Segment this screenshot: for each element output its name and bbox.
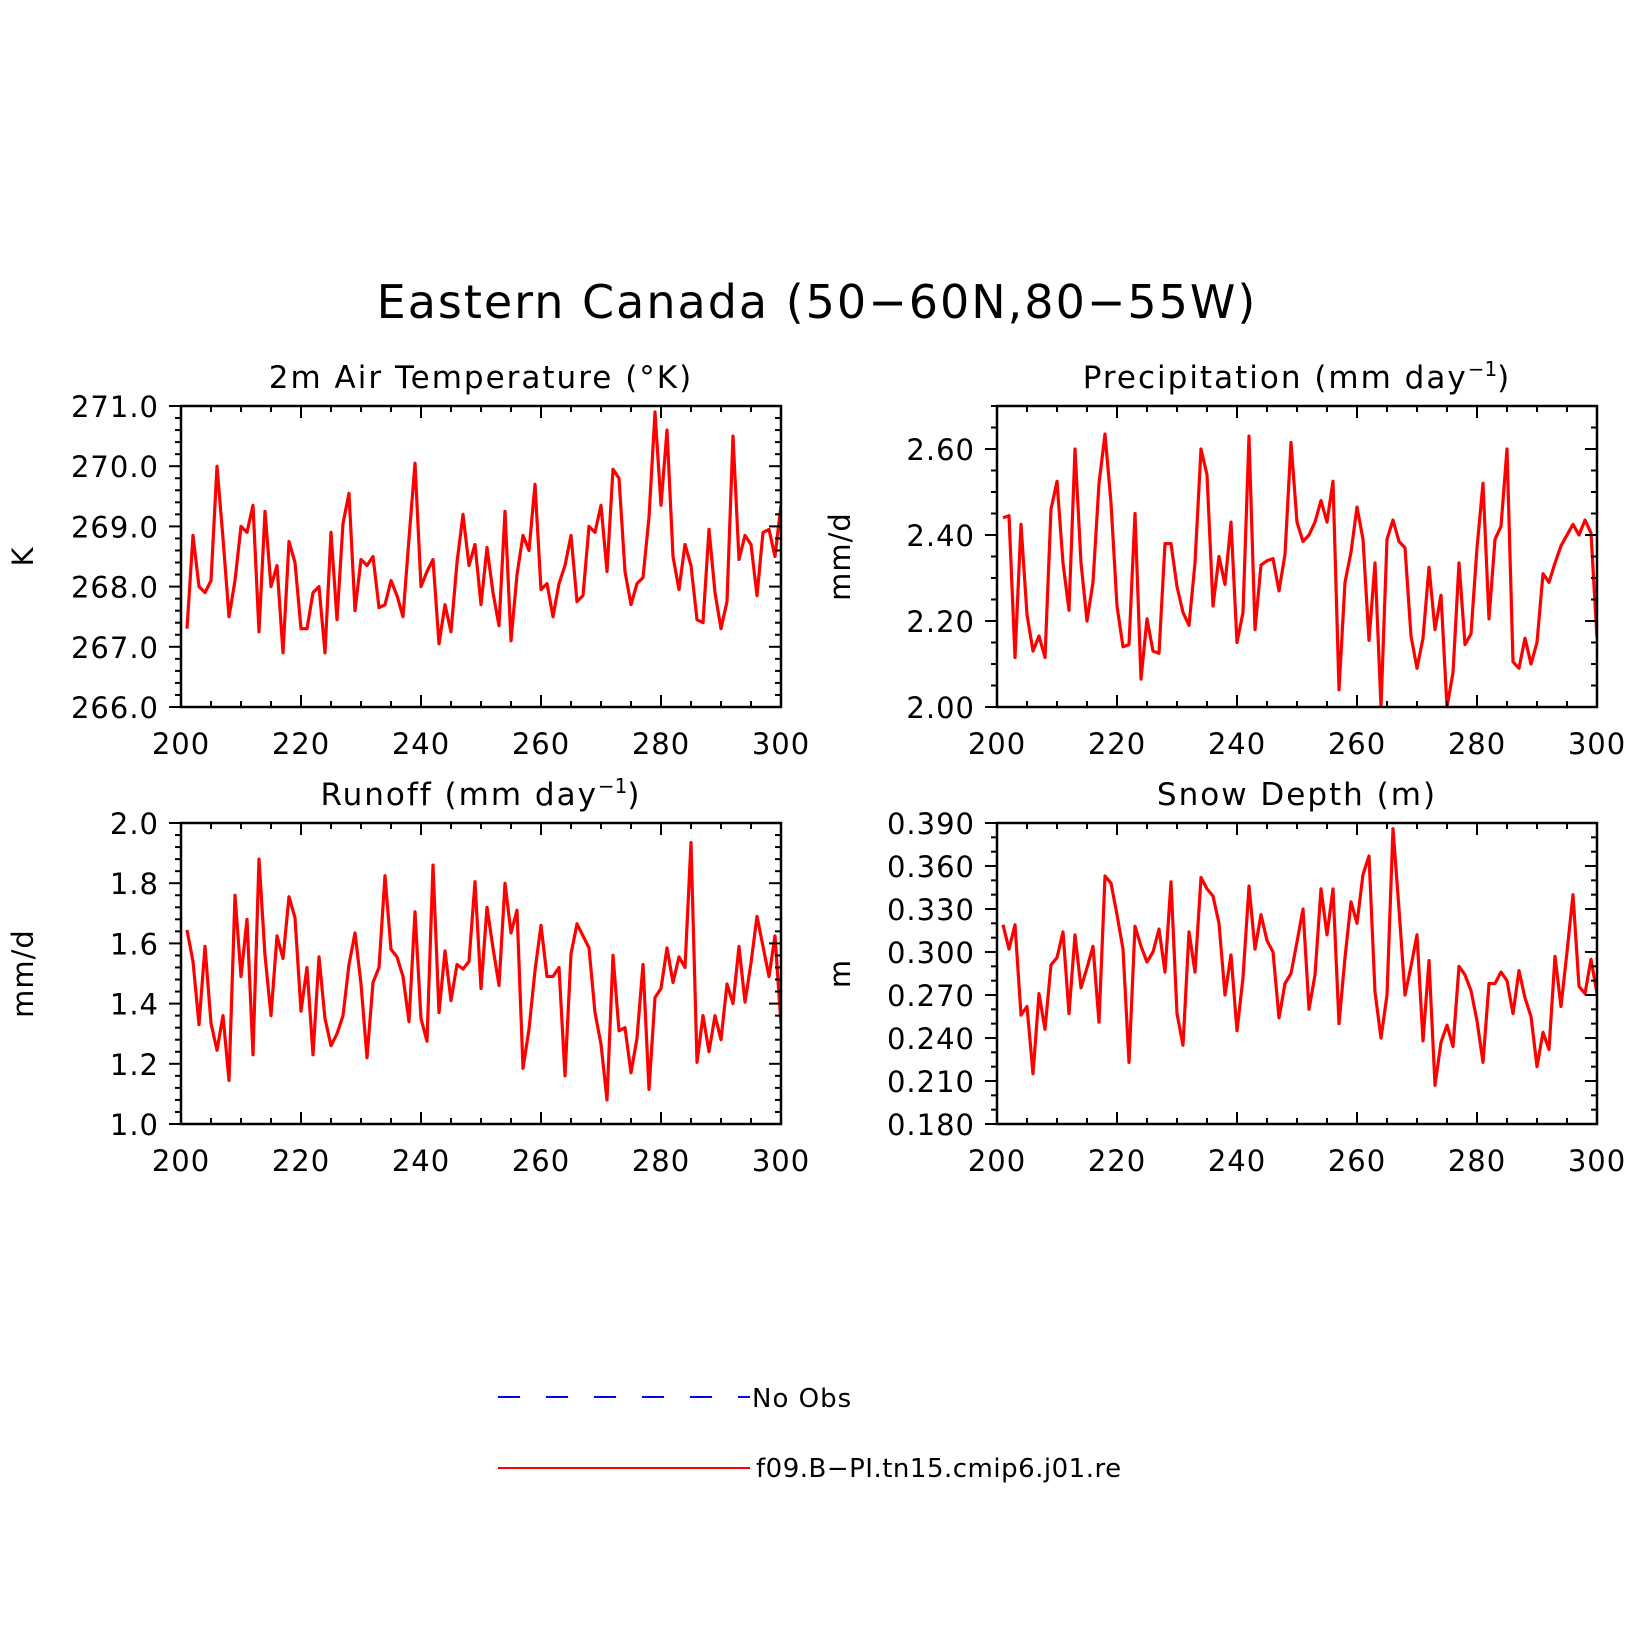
x-tick-label: 260 [1328,1144,1386,1178]
x-tick-label: 200 [152,1144,210,1178]
y-tick-label: 1.6 [110,927,159,961]
x-tick-label: 280 [632,727,690,761]
y-tick-label: 1.0 [110,1108,159,1142]
legend-model-label: f09.B−PI.tn15.cmip6.j01.re [756,1454,1122,1484]
x-tick-label: 220 [1088,727,1146,761]
y-tick-label: 0.240 [887,1022,975,1056]
x-tick-label: 280 [1448,727,1506,761]
x-tick-label: 240 [1208,727,1266,761]
chart-title-superscript: −1 [598,774,627,798]
chart-title-close: ) [627,777,641,813]
x-tick-label: 280 [1448,1144,1506,1178]
x-tick-label: 260 [1328,727,1386,761]
y-tick-label: 2.0 [110,807,159,841]
chart-panel-3: Runoff (mm day−1) 200 220 240 260 280 300 1.0 1.… [6,774,810,1178]
chart-title: Precipitation (mm day−1) [1083,357,1512,396]
y-axis-label: K [6,546,40,566]
y-tick-label: 271.0 [71,390,159,424]
y-tick-label: 0.330 [887,893,975,927]
x-tick-label: 240 [392,727,450,761]
x-tick-label: 280 [632,1144,690,1178]
x-tick-label: 220 [1088,1144,1146,1178]
series-line [1001,827,1597,1087]
x-tick-label: 220 [272,1144,330,1178]
y-tick-label: 0.270 [887,979,975,1013]
y-tick-label: 0.210 [887,1065,975,1099]
x-tick-label: 300 [752,727,810,761]
y-axis-label: m [823,959,857,988]
series-line [185,840,781,1102]
chart-title: Snow Depth (m) [1157,777,1437,813]
x-tick-label: 200 [152,727,210,761]
y-tick-label: 266.0 [71,691,159,725]
y-tick-label: 2.40 [906,519,975,553]
y-tick-label: 1.8 [110,867,159,901]
y-tick-label: 267.0 [71,631,159,665]
x-tick-label: 300 [1568,727,1626,761]
chart-panel-2: Precipitation (mm day−1) 200 220 240 260 280 3… [823,357,1626,761]
series-line [185,410,781,655]
chart-title-text: Runoff (mm day [320,777,597,813]
y-tick-label: 0.360 [887,850,975,884]
x-tick-label: 260 [512,727,570,761]
series-line [1002,432,1597,707]
y-tick-label: 1.2 [110,1048,159,1082]
x-tick-label: 300 [1568,1144,1626,1178]
x-tick-label: 200 [968,727,1026,761]
y-tick-label: 268.0 [71,571,159,605]
y-tick-label: 0.300 [887,936,975,970]
y-tick-label: 2.60 [906,433,975,467]
y-tick-label: 0.180 [887,1108,975,1142]
y-tick-label: 2.00 [906,691,975,725]
y-tick-label: 0.390 [887,807,975,841]
x-tick-label: 260 [512,1144,570,1178]
y-tick-label: 270.0 [71,450,159,484]
figure-title: Eastern Canada (50−60N,80−55W) [377,275,1258,329]
legend-obs-label: No Obs [752,1384,852,1414]
panels: 2m Air Temperature (°K) 200 220 240 260 280 30… [6,357,1626,1178]
chart-panel-1: 2m Air Temperature (°K) 200 220 240 260 280 30… [6,360,810,761]
chart-title-close: ) [1497,360,1511,396]
x-tick-label: 240 [392,1144,450,1178]
x-tick-label: 240 [1208,1144,1266,1178]
legend: No Obs f09.B−PI.tn15.cmip6.j01.re [498,1384,1122,1484]
x-tick-label: 220 [272,727,330,761]
chart-title-text: Precipitation (mm day [1083,360,1468,396]
y-tick-label: 2.20 [906,605,975,639]
chart-title-superscript: −1 [1468,357,1497,381]
y-axis-label: mm/d [6,929,40,1018]
x-tick-label: 200 [968,1144,1026,1178]
y-tick-label: 1.4 [110,988,159,1022]
y-axis-label: mm/d [823,512,857,601]
chart-title-text: Snow Depth (m) [1157,777,1437,813]
x-tick-label: 300 [752,1144,810,1178]
chart-title-text: 2m Air Temperature (°K) [269,360,693,396]
y-tick-label: 269.0 [71,510,159,544]
chart-title: Runoff (mm day−1) [320,774,641,813]
chart-title: 2m Air Temperature (°K) [269,360,693,396]
chart-panel-4: Snow Depth (m) 200 220 240 260 280 300 0.180 0.2… [823,777,1626,1178]
